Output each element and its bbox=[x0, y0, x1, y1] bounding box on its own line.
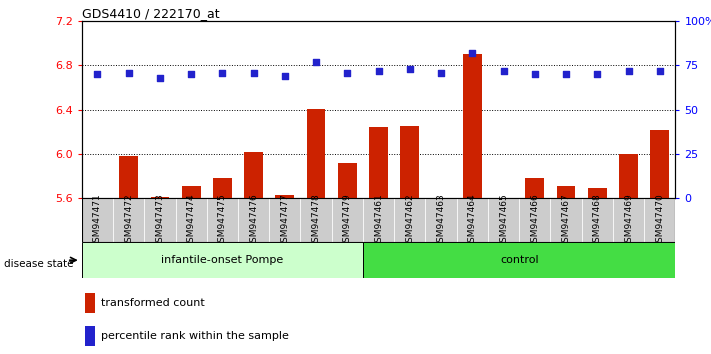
Point bbox=[217, 70, 228, 75]
Bar bbox=[619, 154, 638, 198]
Bar bbox=[394, 198, 425, 242]
Bar bbox=[88, 198, 107, 204]
Bar bbox=[207, 198, 238, 242]
Text: GSM947475: GSM947475 bbox=[218, 193, 227, 248]
Text: GSM947467: GSM947467 bbox=[562, 193, 571, 248]
Bar bbox=[651, 130, 669, 198]
Text: GSM947476: GSM947476 bbox=[249, 193, 258, 248]
Text: GSM947465: GSM947465 bbox=[499, 193, 508, 248]
Bar bbox=[275, 195, 294, 198]
Bar bbox=[82, 198, 113, 242]
Point bbox=[311, 59, 322, 65]
Text: GSM947468: GSM947468 bbox=[593, 193, 602, 248]
Text: GSM947470: GSM947470 bbox=[656, 193, 664, 248]
Bar bbox=[369, 127, 388, 198]
Bar bbox=[113, 198, 144, 242]
Text: GSM947471: GSM947471 bbox=[93, 193, 102, 248]
Bar bbox=[550, 198, 582, 242]
Bar bbox=[494, 198, 513, 205]
Bar bbox=[119, 156, 138, 198]
Text: GSM947462: GSM947462 bbox=[405, 193, 415, 248]
Point bbox=[186, 72, 197, 77]
Text: transformed count: transformed count bbox=[101, 298, 205, 308]
Text: GSM947464: GSM947464 bbox=[468, 193, 477, 248]
Bar bbox=[301, 198, 332, 242]
Bar bbox=[456, 198, 488, 242]
Bar bbox=[463, 55, 482, 198]
Bar bbox=[613, 198, 644, 242]
Bar bbox=[82, 242, 363, 278]
Point bbox=[248, 70, 260, 75]
Bar bbox=[269, 198, 301, 242]
Bar bbox=[151, 197, 169, 198]
Point bbox=[592, 72, 603, 77]
Point bbox=[154, 75, 166, 81]
Bar bbox=[332, 198, 363, 242]
Bar bbox=[363, 242, 675, 278]
Text: GDS4410 / 222170_at: GDS4410 / 222170_at bbox=[82, 7, 220, 20]
Bar bbox=[85, 293, 95, 313]
Bar bbox=[238, 198, 269, 242]
Text: GSM947469: GSM947469 bbox=[624, 193, 633, 248]
Bar bbox=[582, 198, 613, 242]
Point bbox=[498, 68, 509, 74]
Bar bbox=[488, 198, 519, 242]
Text: GSM947479: GSM947479 bbox=[343, 193, 352, 248]
Bar bbox=[245, 152, 263, 198]
Bar bbox=[213, 178, 232, 198]
Text: GSM947461: GSM947461 bbox=[374, 193, 383, 248]
Bar bbox=[519, 198, 550, 242]
Bar bbox=[425, 198, 456, 242]
Bar bbox=[525, 178, 544, 198]
Bar bbox=[144, 198, 176, 242]
Point bbox=[623, 68, 634, 74]
Bar bbox=[400, 126, 419, 198]
Text: GSM947472: GSM947472 bbox=[124, 193, 133, 248]
Text: disease state: disease state bbox=[4, 259, 73, 269]
Point bbox=[654, 68, 665, 74]
Text: GSM947478: GSM947478 bbox=[311, 193, 321, 248]
Text: percentile rank within the sample: percentile rank within the sample bbox=[101, 331, 289, 341]
Point bbox=[342, 70, 353, 75]
Text: GSM947463: GSM947463 bbox=[437, 193, 446, 248]
Text: control: control bbox=[500, 255, 538, 265]
Text: GSM947477: GSM947477 bbox=[280, 193, 289, 248]
Bar bbox=[363, 198, 394, 242]
Point bbox=[92, 72, 103, 77]
Bar bbox=[557, 186, 575, 198]
Text: GSM947466: GSM947466 bbox=[530, 193, 540, 248]
Point bbox=[560, 72, 572, 77]
Bar bbox=[588, 188, 606, 198]
Text: GSM947474: GSM947474 bbox=[186, 193, 196, 248]
Bar bbox=[644, 198, 675, 242]
Bar bbox=[432, 198, 451, 204]
Bar bbox=[338, 163, 357, 198]
Point bbox=[435, 70, 447, 75]
Point bbox=[373, 68, 384, 74]
Bar bbox=[182, 186, 201, 198]
Bar bbox=[306, 109, 326, 198]
Text: infantile-onset Pompe: infantile-onset Pompe bbox=[161, 255, 284, 265]
Point bbox=[466, 50, 478, 56]
Text: GSM947473: GSM947473 bbox=[156, 193, 164, 248]
Bar bbox=[176, 198, 207, 242]
Point bbox=[404, 66, 415, 72]
Point bbox=[529, 72, 540, 77]
Bar bbox=[85, 326, 95, 346]
Point bbox=[123, 70, 134, 75]
Point bbox=[279, 73, 291, 79]
